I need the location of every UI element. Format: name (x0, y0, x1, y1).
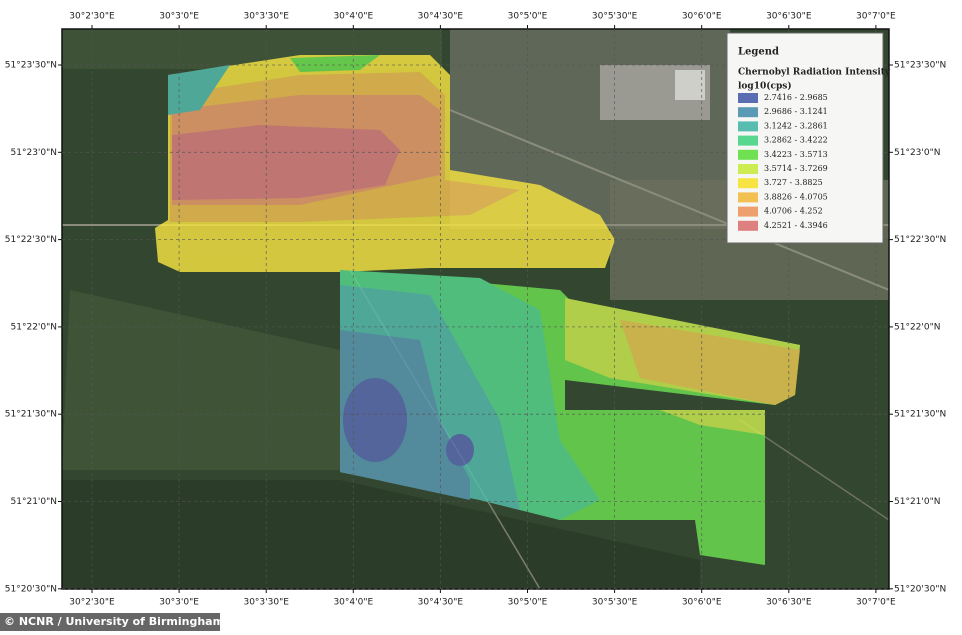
legend-swatch (738, 178, 758, 189)
latitude-label-left: 51°22'0"N (11, 322, 57, 332)
radiation-overlay (155, 55, 800, 565)
graticule (58, 25, 893, 593)
longitude-label-bottom: 30°5'30"E (592, 598, 638, 608)
longitude-label-top: 30°5'30"E (592, 12, 638, 22)
legend-swatch (738, 121, 758, 132)
latitude-label-left: 51°21'30"N (5, 410, 57, 420)
legend-subtitle: Chernobyl Radiation Intensity (738, 68, 891, 78)
longitude-label-bottom: 30°4'30"E (418, 598, 464, 608)
longitude-label-top: 30°6'30"E (766, 12, 812, 22)
longitude-label-top: 30°3'30"E (243, 12, 289, 22)
longitude-label-bottom: 30°4'0"E (333, 598, 373, 608)
latitude-label-right: 51°22'0"N (894, 322, 940, 332)
legend-swatch (738, 164, 758, 174)
legend-label: 3.4223 - 3.5713 (764, 150, 828, 159)
map-frame (61, 28, 890, 590)
longitude-label-top: 30°6'0"E (682, 12, 722, 22)
longitude-label-bottom: 30°7'0"E (856, 598, 896, 608)
legend-unit: log10(cps) (738, 81, 792, 92)
latitude-label-right: 51°23'0"N (894, 148, 940, 158)
longitude-label-top: 30°4'0"E (333, 12, 373, 22)
legend-label: 3.8826 - 4.0705 (764, 192, 828, 201)
longitude-label-bottom: 30°3'0"E (159, 598, 199, 608)
legend: Legend Chernobyl Radiation Intensity log… (726, 32, 891, 244)
latitude-label-left: 51°21'0"N (11, 497, 57, 507)
legend-swatch (738, 149, 758, 160)
latitude-label-right: 51°21'30"N (894, 410, 946, 420)
credit: © NCNR / University of Birmingham (4, 615, 224, 628)
legend-swatch (738, 135, 758, 146)
latitude-label-left: 51°23'0"N (11, 148, 57, 158)
legend-label: 3.727 - 3.8825 (764, 178, 823, 187)
longitude-label-bottom: 30°3'30"E (243, 598, 289, 608)
latitude-label-right: 51°20'30"N (894, 584, 946, 594)
credit-background (0, 613, 220, 631)
coordinate-labels: 30°2'30"E 30°2'30"E 30°3'0"E 30°3'0"E 30°3'3… (5, 12, 946, 608)
latitude-label-left: 51°20'30"N (5, 584, 57, 594)
legend-label: 3.2862 - 3.4222 (764, 136, 828, 145)
legend-label: 4.0706 - 4.252 (764, 207, 823, 216)
legend-swatch (738, 206, 758, 217)
longitude-label-bottom: 30°6'30"E (766, 598, 812, 608)
latitude-label-right: 51°23'30"N (894, 61, 946, 71)
longitude-label-bottom: 30°6'0"E (682, 598, 722, 608)
latitude-label-right: 51°21'0"N (894, 497, 940, 507)
latitude-label-left: 51°23'30"N (5, 61, 57, 71)
longitude-label-top: 30°2'30"E (69, 12, 115, 22)
legend-label: 2.9686 - 3.1241 (764, 107, 828, 116)
latitude-label-left: 51°22'30"N (5, 235, 57, 245)
legend-label: 4.2521 - 4.3946 (764, 221, 828, 230)
legend-label: 3.1242 - 3.2861 (764, 121, 828, 130)
legend-swatch (738, 93, 758, 103)
legend-title: Legend (738, 47, 779, 58)
latitude-label-right: 51°22'30"N (894, 235, 946, 245)
longitude-label-top: 30°3'0"E (159, 12, 199, 22)
longitude-label-top: 30°5'0"E (508, 12, 548, 22)
longitude-label-top: 30°4'30"E (418, 12, 464, 22)
legend-swatch (738, 220, 758, 231)
longitude-label-bottom: 30°2'30"E (69, 598, 115, 608)
legend-label: 3.5714 - 3.7269 (764, 164, 828, 173)
legend-swatch (738, 107, 758, 118)
longitude-label-top: 30°7'0"E (856, 12, 896, 22)
longitude-label-bottom: 30°5'0"E (508, 598, 548, 608)
legend-swatch (738, 192, 758, 203)
legend-label: 2.7416 - 2.9685 (764, 93, 828, 102)
